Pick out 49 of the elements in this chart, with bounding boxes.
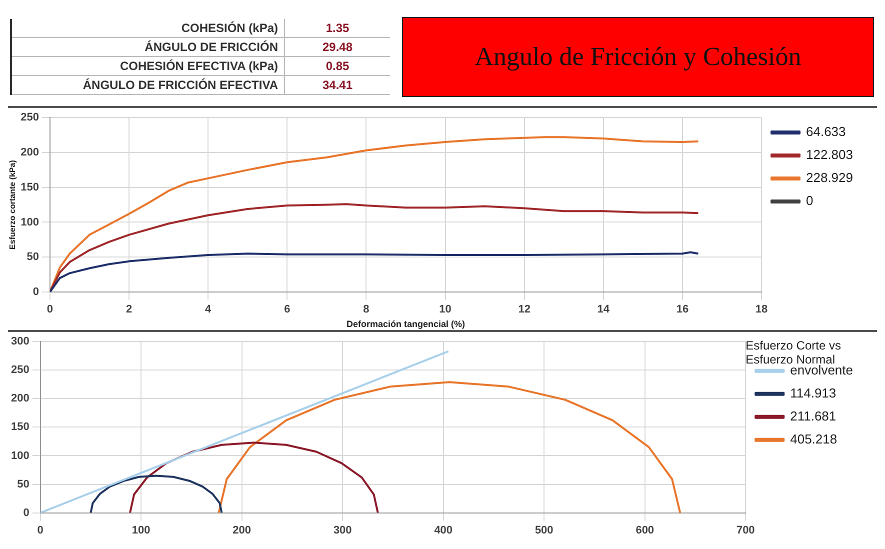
legend-label: 114.913 [790, 385, 836, 400]
y-tick-label: 100 [20, 216, 39, 228]
legend-label: 211.681 [790, 408, 836, 424]
chart-title: Angulo de Fricción y Cohesión [402, 17, 874, 97]
x-tick-label: 0 [46, 304, 54, 316]
y-tick-label: 300 [10, 336, 30, 348]
x-axis-title: Deformación tangencial (%) [346, 319, 465, 330]
y-tick-label: 50 [17, 478, 30, 490]
legend-label: 64.633 [806, 124, 846, 140]
x-tick-label: 4 [205, 304, 212, 316]
y-tick-label: 0 [32, 286, 39, 298]
y-tick-label: 0 [23, 506, 30, 519]
x-tick-label: 14 [597, 304, 610, 316]
y-tick-label: 200 [10, 392, 30, 405]
legend-label: 0 [806, 193, 814, 208]
x-tick-label: 16 [676, 304, 689, 316]
x-tick-label: 8 [363, 304, 370, 316]
x-tick-label: 500 [534, 524, 554, 536]
text: 1.35 [324, 20, 350, 37]
y-tick-label: 250 [20, 112, 39, 124]
y-tick-label: 150 [20, 181, 39, 194]
y-tick-label: 100 [10, 450, 30, 462]
x-tick-label: 400 [434, 524, 453, 536]
text: ÁNGULO DE FRICCIÓN [11, 38, 284, 56]
x-tick-label: 700 [736, 524, 755, 536]
x-tick-label: 12 [518, 304, 530, 316]
x-tick-label: 2 [126, 304, 132, 316]
x-tick-label: 600 [636, 524, 654, 536]
legend-label: 228.929 [806, 170, 854, 186]
x-tick-label: 18 [755, 304, 768, 316]
text: 0.85 [324, 58, 350, 75]
x-tick-label: 10 [439, 304, 452, 316]
x-tick-label: 200 [232, 524, 252, 536]
text: ÁNGULO DE FRICCIÓN EFECTIVA [11, 76, 284, 94]
text: 29.48 [321, 39, 354, 56]
text: COHESIÓN (kPa) [11, 19, 284, 38]
y-tick-label: 150 [10, 421, 30, 434]
legend-label: 405.218 [790, 431, 838, 446]
legend-label: 122.803 [806, 147, 854, 162]
legend-title: Esfuerzo Corte vs Esfuerzo Normal [746, 338, 841, 367]
text: 34.41 [321, 77, 354, 94]
x-tick-label: 100 [132, 524, 150, 536]
x-tick-label: 300 [333, 524, 352, 536]
y-tick-label: 250 [10, 364, 30, 376]
y-axis-title: Esfuerzo cortante (kPa) [8, 160, 18, 250]
y-tick-label: 200 [20, 146, 39, 159]
text: COHESIÓN EFECTIVA (kPa) [11, 56, 284, 76]
x-tick-label: 6 [284, 304, 290, 316]
y-tick-label: 50 [26, 251, 39, 264]
